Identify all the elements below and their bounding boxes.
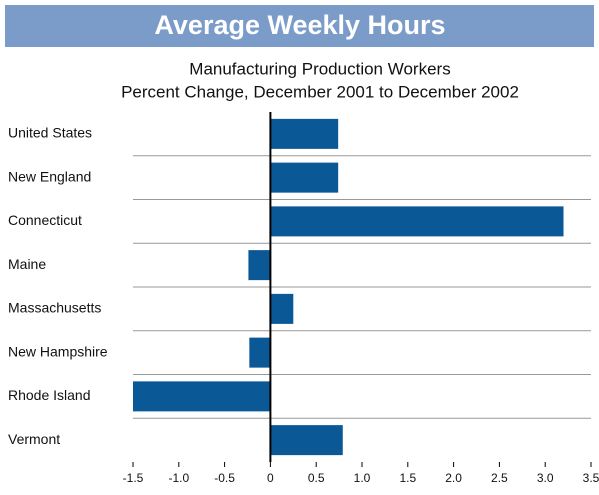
- x-tick-label: 0: [267, 471, 274, 485]
- category-label: New England: [8, 168, 91, 184]
- category-label: United States: [8, 125, 92, 141]
- category-label: Rhode Island: [8, 387, 91, 403]
- x-tick-label: -0.5: [214, 471, 235, 485]
- category-label: Vermont: [8, 431, 60, 447]
- x-tick-label: 1.5: [399, 471, 416, 485]
- x-tick-label: 2.5: [491, 471, 508, 485]
- category-label: New Hampshire: [8, 343, 108, 359]
- bar: [270, 425, 343, 456]
- x-tick-label: 3.5: [583, 471, 599, 485]
- x-tick-label: 1.0: [354, 471, 371, 485]
- x-tick-label: -1.0: [168, 471, 189, 485]
- subtitle: Percent Change, December 2001 to Decembe…: [121, 82, 519, 101]
- bar: [270, 293, 294, 324]
- subtitle: Manufacturing Production Workers: [189, 59, 450, 78]
- category-label: Connecticut: [8, 212, 82, 228]
- x-tick-label: 2.0: [445, 471, 462, 485]
- bar: [248, 250, 271, 281]
- x-tick-label: 3.0: [537, 471, 554, 485]
- x-tick-label: -1.5: [123, 471, 144, 485]
- bar: [270, 206, 564, 237]
- chart-title: Average Weekly Hours: [154, 10, 445, 40]
- title-banner: [5, 5, 594, 47]
- bar: [133, 381, 271, 412]
- bar: [270, 162, 339, 193]
- category-label: Massachusetts: [8, 300, 101, 316]
- bar: [270, 118, 339, 149]
- bar: [249, 337, 271, 368]
- category-label: Maine: [8, 256, 46, 272]
- x-tick-label: 0.5: [308, 471, 325, 485]
